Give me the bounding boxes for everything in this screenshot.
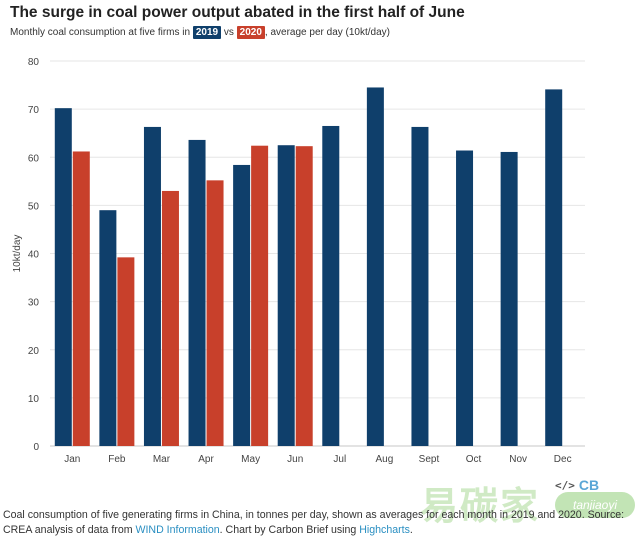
legend-2019[interactable]: 2019 (192, 26, 222, 39)
embed-code-icon[interactable]: </> (555, 478, 575, 492)
bar-2020-apr (206, 180, 224, 446)
x-tick-label: Jul (333, 454, 346, 465)
x-tick-label: Feb (108, 454, 126, 465)
bar-2019-may (233, 164, 251, 446)
chart-caption: Coal consumption of five generating firm… (3, 508, 635, 538)
bar-2019-jan (54, 108, 72, 446)
cb-logo-text: CB (578, 477, 600, 493)
highcharts-link[interactable]: Highcharts (359, 524, 410, 536)
y-tick-label: 60 (28, 153, 40, 164)
bar-2019-feb (99, 210, 117, 446)
bar-2019-aug (366, 87, 384, 446)
bar-2019-dec (545, 89, 563, 447)
bar-2020-jun (295, 146, 313, 446)
x-tick-label: Mar (153, 454, 171, 465)
caption-text-3: . (409, 524, 413, 536)
x-tick-label: May (241, 454, 260, 465)
x-tick-label: Sept (419, 454, 440, 465)
legend-2020[interactable]: 2020 (236, 26, 265, 39)
y-tick-label: 50 (28, 201, 40, 212)
bar-2020-may (251, 145, 269, 446)
chart-subtitle: Monthly coal consumption at five firms i… (10, 26, 390, 40)
caption-text-2: . Chart by Carbon Brief using (219, 524, 360, 536)
y-tick-label: 0 (33, 442, 39, 453)
subtitle-suffix: , average per day (10kt/day) (264, 27, 390, 38)
x-tick-label: Jun (287, 454, 303, 465)
y-tick-label: 80 (28, 57, 40, 68)
y-tick-label: 40 (28, 250, 40, 261)
x-tick-label: Dec (554, 454, 572, 465)
x-tick-label: Jan (64, 454, 80, 465)
bar-2019-jul (322, 125, 340, 446)
y-axis-label: 10kt/day (12, 235, 23, 273)
carbon-brief-logo[interactable]: </> CB (555, 477, 599, 493)
subtitle-prefix: Monthly coal consumption at five firms i… (10, 27, 191, 38)
bar-2019-jun (277, 145, 295, 446)
bar-2019-apr (188, 139, 206, 447)
y-tick-label: 20 (28, 346, 40, 357)
y-tick-label: 70 (28, 105, 40, 116)
bar-2019-oct (456, 150, 474, 446)
wind-information-link[interactable]: WIND Information (135, 524, 220, 536)
bar-2020-feb (117, 257, 135, 446)
x-tick-label: Apr (198, 454, 214, 465)
x-tick-label: Nov (509, 454, 527, 465)
x-tick-label: Aug (375, 454, 393, 465)
subtitle-vs: vs (223, 27, 234, 38)
bar-2019-sept (411, 126, 429, 447)
watermark-pill: tanjiaoyi (555, 492, 635, 518)
y-tick-label: 30 (28, 298, 40, 309)
bar-2020-mar (161, 190, 179, 446)
bar-chart: 0 10 20 30 40 50 60 70 80 10kt/day Jan Feb Mar Apr May… (12, 57, 585, 465)
bar-2020-jan (72, 151, 90, 446)
chart-title: The surge in coal power output abated in… (10, 4, 465, 21)
caption-text-1: Coal consumption of five generating firm… (3, 509, 625, 536)
y-tick-label: 10 (28, 394, 40, 405)
bar-2019-mar (143, 126, 161, 447)
x-tick-label: Oct (466, 454, 482, 465)
bar-2019-nov (500, 151, 518, 447)
